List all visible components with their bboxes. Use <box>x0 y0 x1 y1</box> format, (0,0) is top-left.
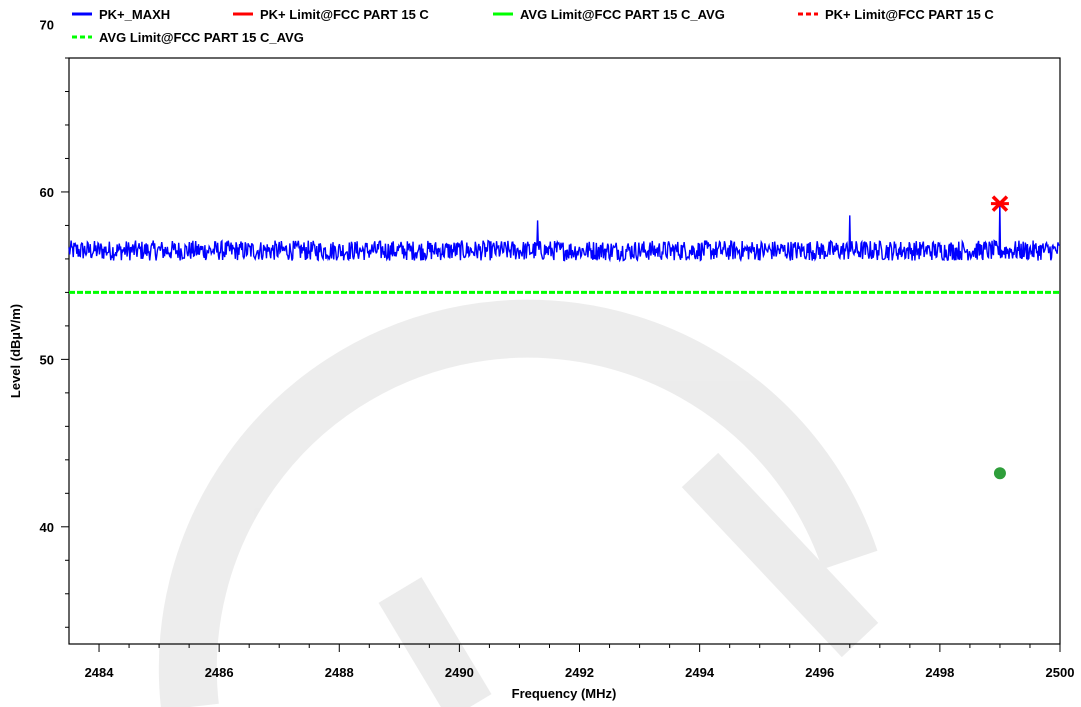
watermark-logo <box>158 299 879 707</box>
x-tick-label: 2488 <box>325 665 354 680</box>
y-tick-label: 70 <box>40 18 54 33</box>
x-tick-label: 2492 <box>565 665 594 680</box>
plot-area <box>68 195 1061 480</box>
x-tick-label: 2500 <box>1046 665 1075 680</box>
x-axis-title: Frequency (MHz) <box>512 686 617 701</box>
average-marker <box>993 467 1006 480</box>
plot-frame <box>68 57 1061 645</box>
chart-legend: PK+_MAXH PK+ Limit@FCC PART 15 C AVG Limit… <box>72 7 994 45</box>
legend-label: PK+ Limit@FCC PART 15 C <box>825 7 994 22</box>
y-tick-label: 40 <box>40 520 54 535</box>
x-axis: 2484 2486 2488 2490 2492 2494 2496 2498 2500 <box>85 644 1075 680</box>
x-tick-label: 2486 <box>205 665 234 680</box>
y-axis: 4050607080 <box>40 18 69 628</box>
legend-label: AVG Limit@FCC PART 15 C_AVG <box>99 30 304 45</box>
y-tick-label: 50 <box>40 352 54 367</box>
x-tick-label: 2490 <box>445 665 474 680</box>
legend-label: AVG Limit@FCC PART 15 C_AVG <box>520 7 725 22</box>
trace-pk-maxh <box>68 203 1061 263</box>
legend-label: PK+ Limit@FCC PART 15 C <box>260 7 429 22</box>
x-tick-label: 2498 <box>925 665 954 680</box>
x-tick-label: 2496 <box>805 665 834 680</box>
x-tick-label: 2484 <box>85 665 115 680</box>
x-tick-label: 2494 <box>685 665 715 680</box>
y-axis-title: Level (dBµV/m) <box>8 304 23 398</box>
y-tick-label: 60 <box>40 185 54 200</box>
legend-label: PK+_MAXH <box>99 7 170 22</box>
